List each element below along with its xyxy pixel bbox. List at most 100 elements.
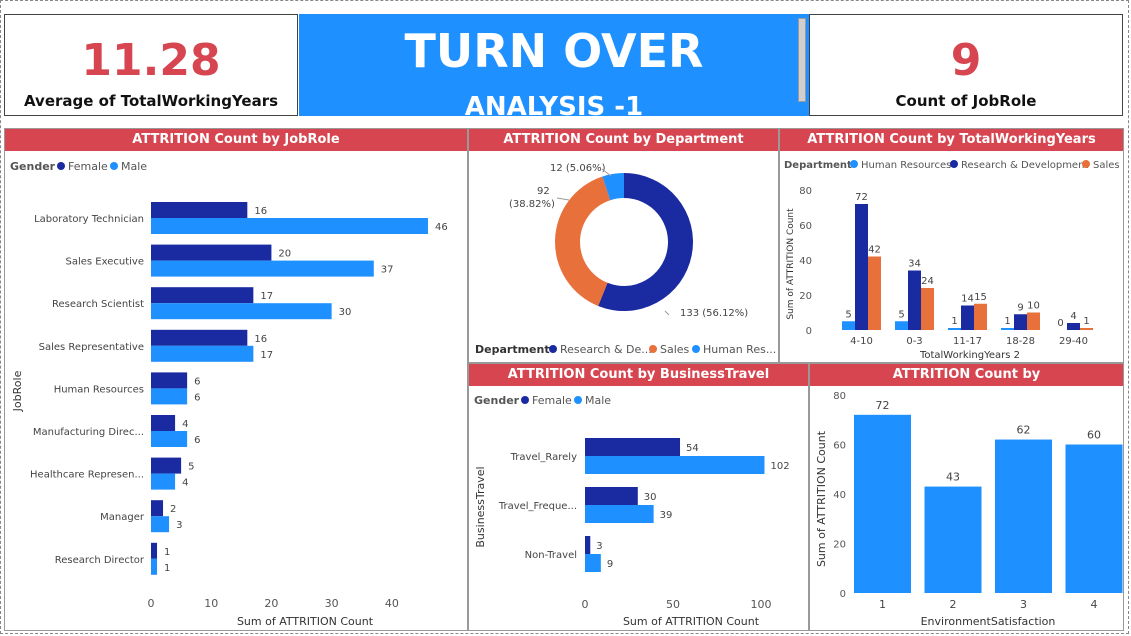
category-label: Non-Travel: [525, 550, 577, 561]
bar-series-0: [1001, 328, 1014, 330]
environment-satisfaction-chart: Sum of ATTRITION Count EnvironmentSatisf…: [815, 391, 1123, 628]
panel-working-years[interactable]: ATTRITION Count by TotalWorkingYears Dep…: [779, 128, 1124, 363]
data-label: 16: [254, 206, 267, 217]
bar-male: [151, 516, 170, 533]
bar-male: [151, 558, 158, 575]
bar-series-2: [921, 288, 934, 330]
y-tick-label: 40: [833, 490, 846, 501]
bar-female: [151, 287, 254, 304]
bar-series-1: [1014, 314, 1027, 330]
bar-series-2: [1080, 328, 1093, 330]
y-tick-label: 0: [806, 326, 812, 337]
donut-slice-2: [602, 173, 624, 201]
data-label: 5: [898, 309, 904, 320]
bar-female: [151, 372, 188, 389]
category-label: Manufacturing Direc...: [33, 427, 144, 438]
bar-female: [151, 244, 272, 261]
bar: [1065, 444, 1123, 593]
slice-label-sales-pct: (38.82%): [509, 199, 555, 210]
kpi-card-avg-working-years[interactable]: 11.28 Average of TotalWorkingYears: [4, 14, 298, 116]
data-label: 62: [1017, 424, 1031, 437]
y-tick-label: 80: [799, 186, 812, 197]
data-label: 2: [170, 504, 176, 515]
legend-label-sales: Sales: [1093, 160, 1120, 171]
x-axis-title: Sum of ATTRITION Count: [623, 615, 760, 628]
business-travel-chart: Gender Female Male BusinessTravel Sum of…: [474, 394, 790, 628]
report-subtitle: ANALYSIS -1: [464, 92, 644, 116]
data-label: 10: [1027, 301, 1040, 312]
data-label: 9: [1017, 302, 1023, 313]
bar-female: [585, 438, 681, 456]
legend-title: Department: [784, 160, 852, 171]
x-tick-label: 0-3: [906, 336, 922, 347]
x-tick-label: 18-28: [1006, 336, 1035, 347]
bar-female: [151, 415, 176, 431]
panel-environment-satisfaction[interactable]: ATTRITION Count by EnvironmentSatisfacti…: [809, 363, 1124, 631]
slice-label-rnd: 133 (56.12%): [680, 308, 748, 319]
data-label: 14: [961, 294, 974, 305]
bar-series-0: [895, 321, 908, 330]
bar: [924, 486, 982, 593]
legend-label-rnd: Research & De...: [560, 343, 652, 356]
data-label: 0: [1057, 318, 1063, 329]
data-label: 9: [607, 559, 613, 570]
banner-scrollbar[interactable]: [798, 18, 806, 102]
y-axis-title: BusinessTravel: [474, 466, 487, 547]
data-label: 6: [194, 435, 200, 446]
y-tick-label: 0: [840, 589, 846, 600]
data-label: 3: [176, 520, 182, 531]
data-label: 37: [381, 265, 394, 276]
data-label: 43: [946, 471, 960, 484]
report-title: TURN OVER: [404, 24, 704, 78]
legend-label-male: Male: [121, 160, 147, 173]
report-title-banner: TURN OVER ANALYSIS -1: [299, 14, 809, 116]
legend-title: Gender: [474, 394, 520, 407]
x-tick-label: 2: [950, 598, 957, 611]
category-label: Travel_Freque...: [498, 501, 577, 512]
data-label: 4: [1070, 311, 1076, 322]
bar-male: [585, 554, 601, 572]
bar-series-1: [908, 270, 921, 330]
y-tick-label: 20: [799, 291, 812, 302]
bar: [995, 439, 1052, 593]
x-axis-title: Sum of ATTRITION Count: [237, 615, 374, 628]
legend-dot-rnd: [950, 160, 958, 168]
category-label: Manager: [100, 512, 145, 523]
slice-label-sales: 92: [537, 186, 550, 197]
legend-title: Gender: [10, 160, 56, 173]
donut-slice-1: [555, 176, 611, 306]
leader-line: [556, 197, 570, 201]
leader-line: [664, 310, 670, 316]
y-axis-title: JobRole: [11, 370, 24, 412]
bar-female: [151, 542, 158, 559]
data-label: 60: [1087, 429, 1101, 442]
data-label: 4: [182, 419, 188, 430]
donut-slice-0: [598, 173, 693, 311]
x-tick-label: 0: [148, 597, 155, 610]
y-tick-label: 60: [799, 221, 812, 232]
bar-female: [585, 487, 638, 505]
y-tick-label: 20: [833, 540, 846, 551]
x-tick-label: 11-17: [953, 336, 982, 347]
legend-label-female: Female: [532, 394, 572, 407]
bar-male: [151, 303, 332, 320]
data-label: 30: [339, 307, 352, 318]
panel-department[interactable]: ATTRITION Count by Department 133 (56.12…: [468, 128, 779, 363]
x-axis-title: TotalWorkingYears 2: [919, 350, 1020, 361]
data-label: 42: [868, 245, 881, 256]
panel-business-travel[interactable]: ATTRITION Count by BusinessTravel Gender…: [468, 363, 809, 631]
kpi-card-count-jobrole[interactable]: 9 Count of JobRole: [809, 14, 1123, 116]
category-label: Sales Executive: [66, 257, 144, 268]
data-label: 1: [951, 316, 957, 327]
bar-series-2: [1027, 312, 1040, 330]
legend-dot-sales: [649, 345, 657, 353]
data-label: 5: [188, 462, 194, 473]
y-tick-label: 80: [833, 391, 846, 402]
legend-dot-female: [57, 162, 65, 170]
x-tick-label: 50: [666, 598, 680, 611]
panel-title: ATTRITION Count by EnvironmentSatisfacti…: [810, 364, 1123, 404]
panel-jobrole[interactable]: ATTRITION Count by JobRole Gender Female…: [4, 128, 468, 631]
x-tick-label: 100: [750, 598, 771, 611]
x-tick-label: 10: [204, 597, 218, 610]
kpi-value: 9: [950, 35, 982, 86]
